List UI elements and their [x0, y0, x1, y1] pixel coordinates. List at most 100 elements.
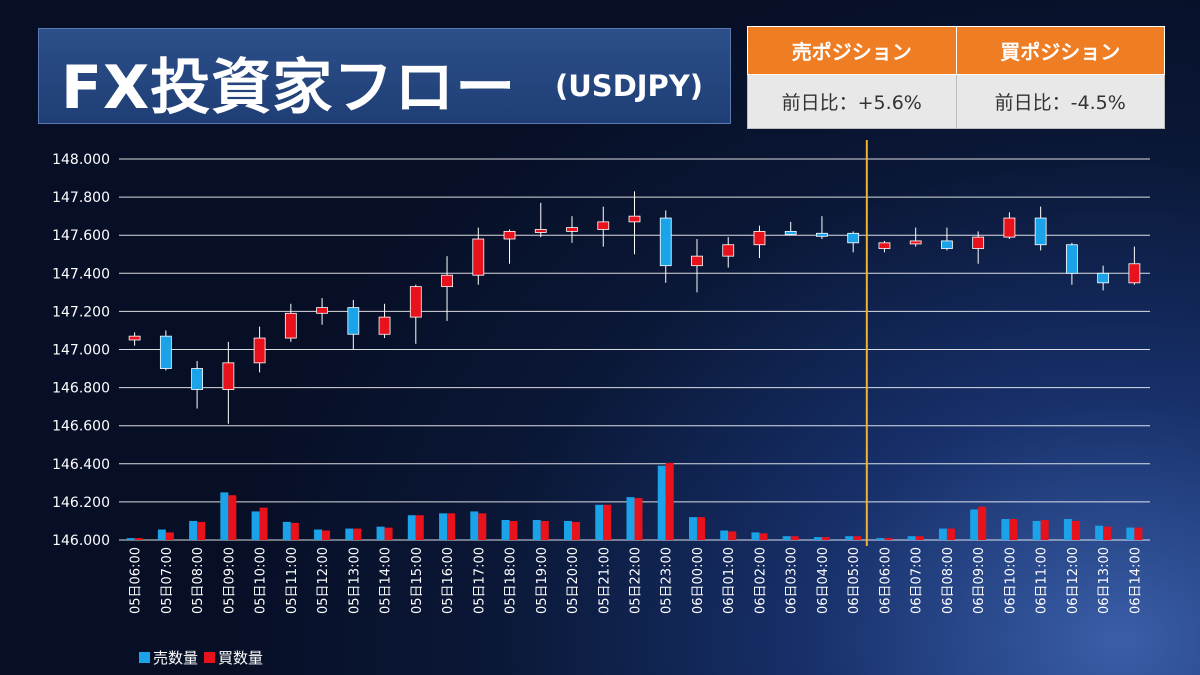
candle-body: [1065, 244, 1078, 274]
sell-volume-bar: [126, 538, 135, 540]
buy-volume-bar: [540, 520, 549, 540]
candle-body: [941, 240, 953, 249]
candle-body: [503, 230, 516, 240]
candle-body: [472, 238, 485, 276]
buy-volume-bar: [946, 528, 955, 540]
sell-volume-bar: [1001, 519, 1010, 540]
buy-volume-bar: [134, 538, 143, 540]
x-tick-label: 05日22:00: [629, 547, 644, 614]
sell-volume-bar: [751, 532, 760, 540]
sell-volume-bar: [532, 519, 541, 540]
buy-volume-bar: [696, 517, 705, 540]
sell-volume-bar: [189, 520, 198, 540]
buy-volume-bar: [478, 513, 487, 540]
y-tick-label: 148.000: [52, 152, 110, 168]
x-tick-label: 06日04:00: [816, 547, 831, 614]
sell-volume-bar: [876, 538, 885, 540]
sell-volume-bar: [657, 465, 666, 540]
buy-volume-bar: [665, 462, 674, 540]
candle-body: [316, 307, 328, 314]
y-tick-label: 147.000: [52, 343, 110, 359]
sell-volume-bar: [1095, 525, 1104, 540]
x-tick-label: 05日18:00: [504, 547, 519, 614]
buy-volume-bar: [1009, 519, 1018, 540]
buy-volume-bar: [259, 507, 268, 540]
candle-body: [909, 240, 922, 245]
x-tick-label: 06日03:00: [785, 547, 800, 614]
sell-volume-bar: [564, 520, 573, 540]
x-tick-label: 06日07:00: [910, 547, 925, 614]
x-tick-label: 05日23:00: [660, 547, 675, 614]
x-tick-label: 05日12:00: [316, 547, 331, 614]
buy-volume-bar: [759, 533, 768, 540]
sell-volume-bar: [251, 511, 260, 540]
candle-body: [378, 316, 391, 335]
buy-volume-bar: [290, 522, 299, 540]
candle-body: [691, 255, 703, 267]
y-tick-label: 147.800: [52, 190, 110, 206]
sell-volume-bar: [314, 529, 323, 540]
sell-volume-bar: [220, 492, 229, 540]
buy-volume-bar: [978, 506, 987, 540]
candle-body: [878, 242, 891, 249]
x-tick-label: 05日21:00: [597, 547, 612, 614]
buy-volume-bar: [634, 498, 643, 540]
candle-body: [753, 230, 766, 246]
candle-body: [441, 274, 453, 288]
legend-swatch-buy: [204, 652, 216, 663]
legend-label-sell: 売数量: [153, 649, 199, 667]
x-tick-label: 06日11:00: [1035, 547, 1050, 614]
title-banner: FX投資家フロー (USDJPY): [38, 28, 731, 124]
candle-body: [191, 368, 204, 390]
x-tick-label: 05日11:00: [285, 547, 300, 614]
x-tick-label: 05日10:00: [254, 547, 269, 614]
sell-volume-bar: [470, 511, 479, 540]
buy-volume-bar: [509, 520, 518, 540]
y-tick-label: 146.200: [52, 495, 110, 511]
sell-volume-bar: [157, 529, 166, 540]
buy-volume-bar: [197, 521, 206, 540]
sell-volume-bar: [938, 528, 947, 540]
y-tick-label: 146.400: [52, 457, 110, 473]
buy-volume-bar: [572, 521, 581, 540]
sell-volume-bar: [626, 497, 635, 540]
x-tick-label: 05日15:00: [410, 547, 425, 614]
x-tick-label: 06日13:00: [1097, 547, 1112, 614]
sell-volume-bar: [501, 519, 510, 540]
candle-body: [722, 244, 735, 257]
sell-volume-bar: [1063, 519, 1072, 540]
page-subtitle: (USDJPY): [555, 69, 704, 103]
x-tick-label: 06日01:00: [722, 547, 737, 614]
candle-body: [347, 307, 360, 335]
buy-volume-bar: [322, 530, 331, 540]
buy-volume-bar: [353, 528, 362, 540]
legend-label-buy: 買数量: [218, 649, 264, 667]
y-tick-label: 147.400: [52, 266, 110, 282]
x-tick-label: 05日16:00: [441, 547, 456, 614]
legend-swatch-sell: [139, 652, 150, 663]
x-tick-label: 06日14:00: [1128, 547, 1143, 614]
candle-body: [222, 362, 235, 390]
sell-volume-bar: [407, 515, 416, 540]
sell-volume-bar: [720, 530, 729, 540]
sell-position-change: 前日比：+5.6%: [747, 74, 957, 129]
buy-volume-bar: [1134, 527, 1143, 540]
buy-volume-bar: [884, 538, 893, 540]
candle-body: [628, 215, 641, 223]
buy-volume-bar: [228, 495, 237, 540]
buy-volume-bar: [821, 537, 830, 540]
candle-body: [1097, 272, 1110, 284]
buy-volume-bar: [603, 504, 612, 540]
x-tick-label: 06日09:00: [972, 547, 987, 614]
sell-volume-bar: [970, 509, 979, 540]
candle-body: [1003, 217, 1016, 238]
sell-volume-bar: [688, 517, 697, 540]
x-tick-label: 06日06:00: [878, 547, 893, 614]
page-title: FX投資家フロー: [61, 53, 517, 123]
chart-legend: 売数量 買数量: [139, 647, 269, 668]
buy-volume-bar: [447, 513, 456, 540]
sell-volume-bar: [282, 521, 291, 540]
sell-volume-bar: [813, 537, 822, 540]
x-tick-label: 05日13:00: [347, 547, 362, 614]
y-tick-label: 147.200: [52, 304, 110, 320]
